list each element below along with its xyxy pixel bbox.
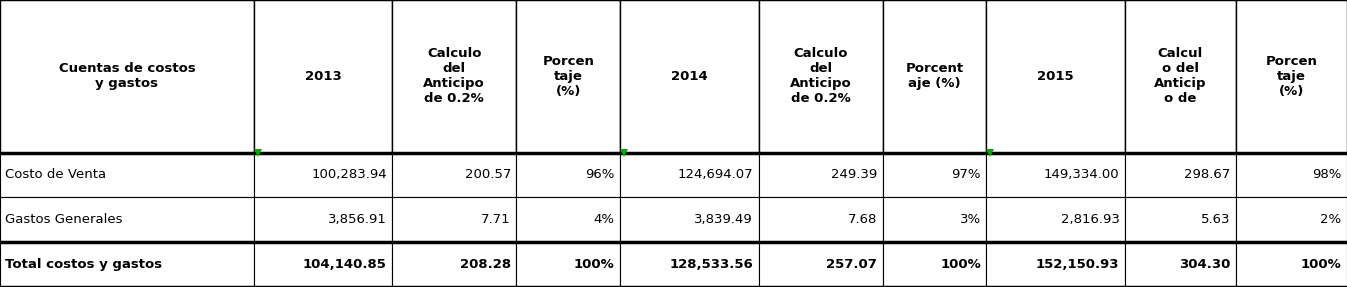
Bar [253, 0, 392, 153]
Text: 100%: 100% [574, 258, 614, 271]
Text: 2%: 2% [1320, 213, 1342, 226]
Text: 3%: 3% [960, 213, 981, 226]
Bar [1237, 242, 1347, 287]
Bar [516, 0, 620, 153]
Bar [620, 0, 758, 153]
Text: Calculo
del
Anticipo
de 0.2%: Calculo del Anticipo de 0.2% [789, 47, 851, 105]
Bar [1125, 0, 1237, 153]
Bar [516, 242, 620, 287]
Bar [620, 197, 758, 242]
Bar [253, 153, 392, 197]
Bar [882, 0, 986, 153]
Text: Calcul
o del
Anticip
o de: Calcul o del Anticip o de [1154, 47, 1207, 105]
Text: 149,334.00: 149,334.00 [1044, 168, 1119, 181]
Bar [0, 197, 253, 242]
Bar [1125, 153, 1237, 197]
Text: Costo de Venta: Costo de Venta [5, 168, 106, 181]
Text: 304.30: 304.30 [1179, 258, 1231, 271]
Text: Porcen
taje
(%): Porcen taje (%) [543, 55, 594, 98]
Text: 249.39: 249.39 [831, 168, 877, 181]
Bar [1237, 153, 1347, 197]
Text: Total costos y gastos: Total costos y gastos [5, 258, 163, 271]
Text: 2013: 2013 [304, 70, 341, 83]
Bar [758, 0, 882, 153]
Text: 7.68: 7.68 [847, 213, 877, 226]
Text: 2015: 2015 [1037, 70, 1074, 83]
Text: 3,839.49: 3,839.49 [695, 213, 753, 226]
Bar [392, 197, 516, 242]
Text: 257.07: 257.07 [826, 258, 877, 271]
Bar [0, 153, 253, 197]
Text: 3,856.91: 3,856.91 [329, 213, 387, 226]
Bar [758, 197, 882, 242]
Bar [392, 153, 516, 197]
Bar [1237, 197, 1347, 242]
Bar [758, 153, 882, 197]
Text: Gastos Generales: Gastos Generales [5, 213, 123, 226]
Text: 100%: 100% [940, 258, 981, 271]
Bar [986, 0, 1125, 153]
Text: Porcent
aje (%): Porcent aje (%) [905, 62, 963, 90]
Text: Cuentas de costos
y gastos: Cuentas de costos y gastos [58, 62, 195, 90]
Text: 2014: 2014 [671, 70, 707, 83]
Text: 298.67: 298.67 [1184, 168, 1231, 181]
Bar [516, 197, 620, 242]
Text: 100%: 100% [1301, 258, 1342, 271]
Bar [1237, 0, 1347, 153]
Bar [392, 0, 516, 153]
Text: 208.28: 208.28 [459, 258, 511, 271]
Text: 152,150.93: 152,150.93 [1036, 258, 1119, 271]
Bar [1125, 197, 1237, 242]
Text: Calculo
del
Anticipo
de 0.2%: Calculo del Anticipo de 0.2% [423, 47, 485, 105]
Bar [620, 242, 758, 287]
Text: 96%: 96% [586, 168, 614, 181]
Bar [882, 197, 986, 242]
Bar [986, 242, 1125, 287]
Bar [986, 153, 1125, 197]
Text: 5.63: 5.63 [1202, 213, 1231, 226]
Bar [882, 153, 986, 197]
Text: 97%: 97% [951, 168, 981, 181]
Text: 200.57: 200.57 [465, 168, 511, 181]
Bar [986, 197, 1125, 242]
Bar [758, 242, 882, 287]
Text: 4%: 4% [594, 213, 614, 226]
Bar [1125, 242, 1237, 287]
Bar [882, 242, 986, 287]
Text: 124,694.07: 124,694.07 [678, 168, 753, 181]
Bar [0, 242, 253, 287]
Bar [516, 153, 620, 197]
Text: Porcen
taje
(%): Porcen taje (%) [1266, 55, 1317, 98]
Bar [253, 242, 392, 287]
Text: 100,283.94: 100,283.94 [311, 168, 387, 181]
Bar [620, 153, 758, 197]
Text: 7.71: 7.71 [481, 213, 511, 226]
Text: 2,816.93: 2,816.93 [1060, 213, 1119, 226]
Bar [0, 0, 253, 153]
Text: 104,140.85: 104,140.85 [303, 258, 387, 271]
Bar [392, 242, 516, 287]
Text: 128,533.56: 128,533.56 [669, 258, 753, 271]
Text: 98%: 98% [1312, 168, 1342, 181]
Bar [253, 197, 392, 242]
